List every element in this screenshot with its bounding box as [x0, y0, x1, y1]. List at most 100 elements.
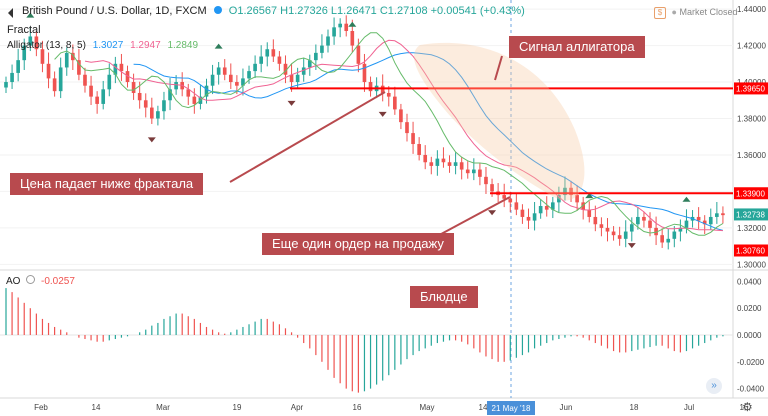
interval-label[interactable]: 1D	[155, 5, 170, 17]
candle-body	[636, 216, 640, 225]
candle-body	[210, 74, 215, 86]
candle-body	[526, 216, 531, 221]
candle-body	[174, 82, 178, 90]
candle-body	[715, 213, 719, 217]
candle-body	[623, 231, 628, 239]
candle-body	[490, 184, 494, 192]
ao-value: -0.0257	[41, 276, 75, 287]
candle-body	[289, 74, 294, 83]
annotation-pointer	[229, 91, 386, 183]
time-tick-label: May	[419, 403, 434, 412]
candle-body	[642, 216, 646, 221]
candle-body	[95, 96, 99, 104]
candle-body	[399, 109, 403, 123]
market-status: Market Closed	[679, 7, 738, 17]
candle-body	[156, 111, 160, 119]
candle-body	[40, 49, 45, 64]
alligator-jaw-value: 1.3027	[92, 40, 124, 51]
candle-body	[235, 82, 239, 86]
alligator-jaw-line	[133, 52, 724, 231]
candle-body	[137, 92, 142, 101]
candle-body	[532, 213, 537, 221]
candle-body	[271, 49, 276, 57]
candle-body	[265, 49, 270, 57]
candle-body	[575, 195, 579, 203]
candle-body	[411, 133, 415, 145]
exchange-label: FXCM	[175, 5, 207, 17]
annotation-pointer	[429, 196, 511, 241]
symbol-name[interactable]: British Pound / U.S. Dollar	[22, 5, 150, 17]
candle-body	[22, 45, 27, 61]
dollar-icon[interactable]: $	[654, 7, 666, 19]
ao-tick-label: 0.0200	[737, 304, 762, 313]
price-tag-box	[734, 208, 768, 221]
candle-body	[28, 36, 33, 46]
alligator-lips-value: 1.2849	[167, 40, 199, 51]
candle-body	[326, 36, 330, 46]
candle-body	[101, 89, 106, 104]
candle-body	[405, 122, 409, 134]
price-tag-box	[734, 244, 768, 257]
candle-body	[222, 67, 227, 75]
candle-body	[508, 198, 513, 203]
time-tick-label: Feb	[34, 403, 48, 412]
alligator-teeth-value: 1.2947	[130, 40, 161, 51]
indicator-fractal-label[interactable]: Fractal	[7, 24, 41, 36]
candle-body	[569, 187, 573, 196]
crosshair-date-label: 21 May '18	[492, 404, 531, 413]
crosshair-date-box	[487, 401, 535, 415]
candle-body	[58, 67, 63, 92]
candle-body	[350, 30, 355, 46]
candle-body	[338, 23, 342, 28]
time-tick-label: Jul	[684, 403, 694, 412]
candle-body	[629, 224, 634, 232]
back-arrow-icon[interactable]	[0, 0, 20, 20]
candle-body	[307, 60, 312, 68]
candle-body	[52, 78, 57, 92]
candle-body	[253, 63, 257, 72]
annotation-another-order: Еще один ордер на продажу	[262, 233, 454, 255]
annotation-price-falls: Цена падает ниже фрактала	[10, 173, 204, 195]
fractal-down-arrow	[627, 243, 636, 249]
time-tick-label: Jun	[560, 403, 573, 412]
time-tick-label: Mar	[156, 403, 170, 412]
settings-gear-icon[interactable]: ⚙	[742, 400, 753, 414]
candle-body	[708, 216, 713, 225]
candle-body	[143, 100, 148, 108]
annotation-saucer: Блюдце	[410, 286, 478, 308]
price-tick-label: 1.38000	[737, 115, 766, 124]
candle-body	[192, 96, 197, 104]
fractal-down-arrow	[287, 100, 296, 106]
candle-body	[162, 100, 166, 112]
candle-body	[514, 202, 519, 210]
candle-body	[283, 63, 288, 75]
indicator-alligator-label[interactable]: Alligator (13, 8, 5)	[7, 40, 86, 51]
candle-body	[186, 89, 191, 97]
candle-body	[125, 71, 130, 83]
candle-body	[314, 52, 318, 61]
candle-body	[277, 56, 282, 64]
candle-body	[368, 82, 373, 92]
candle-body	[472, 169, 476, 174]
candle-body	[71, 52, 75, 61]
candle-body	[4, 82, 8, 88]
candle-body	[131, 82, 136, 93]
ao-visibility-icon[interactable]	[26, 275, 36, 284]
ao-tick-label: -0.0200	[737, 358, 765, 367]
fractal-up-arrow	[214, 43, 223, 49]
scroll-to-end-icon[interactable]: »	[706, 378, 722, 394]
closed-dot-icon: ●	[671, 7, 677, 17]
candle-body	[320, 45, 324, 53]
candle-body	[587, 209, 592, 217]
candle-body	[684, 220, 689, 228]
ao-label[interactable]: AO	[6, 276, 21, 287]
candle-body	[228, 74, 233, 83]
annotation-alligator-signal: Сигнал аллигатора	[509, 36, 645, 58]
candle-body	[459, 162, 464, 170]
candle-body	[168, 89, 172, 101]
candle-body	[696, 216, 701, 221]
candle-body	[332, 27, 336, 37]
price-tick-label: 1.42000	[737, 42, 766, 51]
candle-body	[605, 227, 610, 232]
